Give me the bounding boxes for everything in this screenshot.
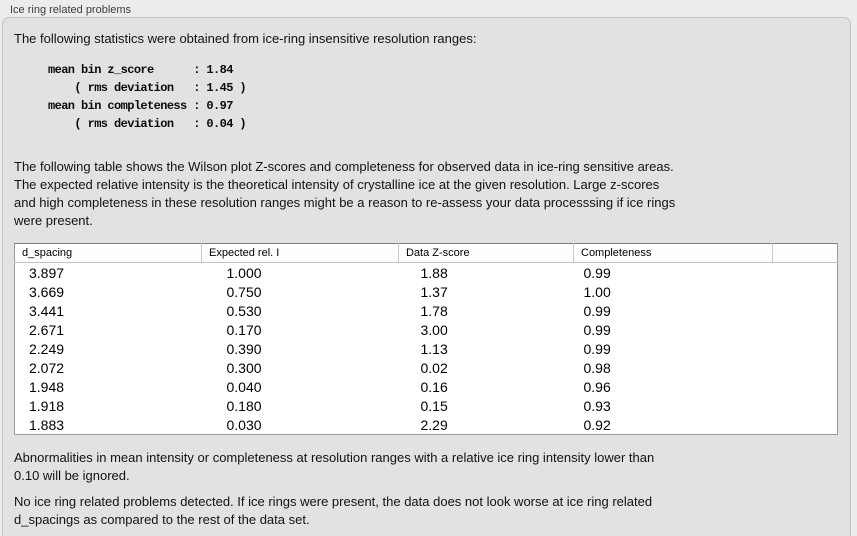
- table-row[interactable]: 2.249 0.390 1.13 0.99: [15, 339, 838, 358]
- column-header-d-spacing[interactable]: d_spacing: [14, 243, 202, 263]
- table-row[interactable]: 1.883 0.030 2.29 0.92: [15, 415, 838, 435]
- table-cell: [773, 415, 838, 435]
- table-cell: 0.530: [226, 302, 262, 319]
- table-cell: 0.98: [583, 359, 611, 376]
- conclusion-text: No ice ring related problems detected. I…: [14, 494, 653, 527]
- table-body: 3.897 1.000 1.88 0.99 3.669 0.750 1.37 1.00 3.44…: [15, 263, 838, 435]
- table-cell: 0.99: [583, 321, 611, 338]
- table-cell: 0.180: [226, 397, 262, 414]
- table-cell: 2.072: [29, 359, 65, 376]
- table-cell: 0.300: [226, 359, 262, 376]
- table-cell: 3.897: [29, 264, 65, 281]
- table-cell: [773, 396, 838, 415]
- table-cell: 0.96: [583, 378, 611, 395]
- table-cell: 0.99: [583, 302, 611, 319]
- table-cell: 1.918: [29, 397, 65, 414]
- table-cell: [773, 339, 838, 358]
- table-cell: [773, 358, 838, 377]
- table-cell: 1.00: [583, 283, 611, 300]
- table-cell: 2.671: [29, 321, 65, 338]
- table-cell: 1.000: [226, 264, 262, 281]
- table-row[interactable]: 2.072 0.300 0.02 0.98: [15, 358, 838, 377]
- table-row[interactable]: 3.441 0.530 1.78 0.99: [15, 301, 838, 320]
- table-cell: 1.13: [420, 340, 448, 357]
- table-cell: [773, 377, 838, 396]
- table-row[interactable]: 3.669 0.750 1.37 1.00: [15, 282, 838, 301]
- stats-intro-text: The following statistics were obtained f…: [14, 31, 477, 46]
- table-cell: 0.750: [226, 283, 262, 300]
- table-cell: [773, 320, 838, 339]
- table-cell: 0.16: [420, 378, 448, 395]
- table-cell: 3.00: [420, 321, 448, 338]
- column-header-expected-rel-i[interactable]: Expected rel. I: [201, 243, 399, 263]
- stats-block: mean bin z_score : 1.84 ( rms deviation …: [48, 63, 247, 131]
- table-row[interactable]: 2.671 0.170 3.00 0.99: [15, 320, 838, 339]
- table-row[interactable]: 3.897 1.000 1.88 0.99: [15, 263, 838, 283]
- table-cell: 0.030: [226, 416, 262, 433]
- table-header-row: d_spacing Expected rel. I Data Z-score C…: [14, 243, 838, 263]
- table-cell: 0.92: [583, 416, 611, 433]
- content-panel: The following statistics were obtained f…: [2, 17, 851, 536]
- table-cell: 1.78: [420, 302, 448, 319]
- table-cell: 1.948: [29, 378, 65, 395]
- column-header-empty: [772, 243, 838, 263]
- table-cell: 0.93: [583, 397, 611, 414]
- table-cell: 1.88: [420, 264, 448, 281]
- column-header-completeness[interactable]: Completeness: [573, 243, 773, 263]
- table-cell: 0.040: [226, 378, 262, 395]
- column-header-data-z-score[interactable]: Data Z-score: [398, 243, 574, 263]
- table-cell: [773, 301, 838, 320]
- table-cell: 0.170: [226, 321, 262, 338]
- table-cell: 0.02: [420, 359, 448, 376]
- ignore-note-text: Abnormalities in mean intensity or compl…: [14, 450, 655, 483]
- table-cell: 3.669: [29, 283, 65, 300]
- table-cell: 0.99: [583, 340, 611, 357]
- section-title: Ice ring related problems: [10, 4, 132, 16]
- table-cell: 0.390: [226, 340, 262, 357]
- table-row[interactable]: 1.948 0.040 0.16 0.96: [15, 377, 838, 396]
- table-row[interactable]: 1.918 0.180 0.15 0.93: [15, 396, 838, 415]
- table-cell: [773, 263, 838, 283]
- table-cell: 1.37: [420, 283, 448, 300]
- table-cell: 1.883: [29, 416, 65, 433]
- table-cell: 0.15: [420, 397, 448, 414]
- ice-ring-table[interactable]: d_spacing Expected rel. I Data Z-score C…: [14, 243, 838, 435]
- table-cell: 3.441: [29, 302, 65, 319]
- table-description-text: The following table shows the Wilson plo…: [14, 159, 676, 228]
- table-cell: 2.249: [29, 340, 65, 357]
- table-cell: 0.99: [583, 264, 611, 281]
- table-cell: [773, 282, 838, 301]
- table-cell: 2.29: [420, 416, 448, 433]
